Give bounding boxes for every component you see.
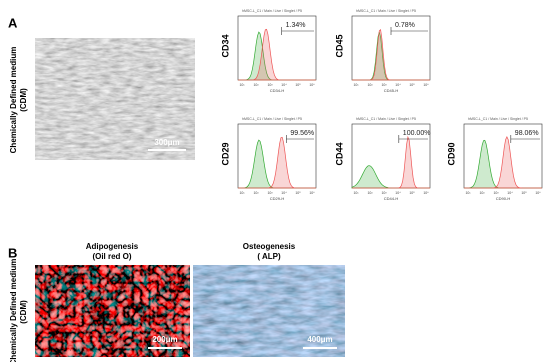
panel-label: A (8, 15, 18, 30)
x-tick-label: 10⁶ (309, 191, 315, 195)
x-tick-label: 10⁵ (409, 191, 415, 195)
isotype-curve (352, 30, 430, 81)
side-label: Chemically Defined medium (9, 47, 18, 154)
marker-label: CD29 (220, 142, 230, 165)
histograms: hMSC-L_C1 / Main / Live / Singlet / P5 1.… (220, 9, 543, 201)
x-tick-label: 10² (253, 191, 259, 195)
image-title: Osteogenesis (243, 242, 296, 251)
marker-label: CD34 (220, 34, 230, 57)
x-tick-label: 10² (479, 191, 485, 195)
histogram: hMSC-L_C1 / Main / Live / Singlet / P5 98… (446, 117, 543, 201)
histogram: hMSC-L_C1 / Main / Live / Singlet / P5 0.… (334, 9, 431, 93)
x-tick-label: 10² (367, 191, 373, 195)
x-tick-label: 10⁴ (395, 191, 401, 195)
image-title: Adipogenesis (86, 242, 139, 251)
x-tick-label: 10⁵ (521, 191, 527, 195)
x-tick-label: 10³ (381, 83, 387, 87)
gate-percent: 98.06% (515, 130, 539, 137)
adipogenesis-image (35, 265, 190, 357)
stain-curve (464, 135, 542, 189)
microscopy-image (35, 38, 195, 160)
histogram: hMSC-L_C1 / Main / Live / Singlet / P5 99… (220, 117, 317, 201)
gate-percent: 100.00% (403, 130, 431, 137)
x-tick-label: 10³ (381, 191, 387, 195)
marker-label: CD45 (334, 34, 344, 57)
x-tick-label: 10² (253, 83, 259, 87)
panel-label: B (8, 245, 17, 260)
histogram: hMSC-L_C1 / Main / Live / Singlet / P5 10… (334, 117, 430, 201)
isotype-curve (351, 165, 430, 189)
x-tick-label: 10⁵ (295, 191, 301, 195)
gate-header: hMSC-L_C1 / Main / Live / Singlet / P5 (356, 9, 416, 13)
x-tick-label: 10⁶ (535, 191, 541, 195)
scale-bar-label: 200μm (152, 335, 177, 344)
gate-header: hMSC-L_C1 / Main / Live / Singlet / P5 (242, 9, 302, 13)
x-tick-label: 10⁵ (409, 83, 415, 87)
stain-curve (352, 135, 430, 189)
stain-curve (238, 28, 316, 81)
x-tick-label: 10⁴ (507, 191, 513, 195)
image-title: ( ALP) (257, 252, 281, 261)
marker-label: CD90 (446, 142, 456, 165)
plot-frame (351, 15, 431, 81)
stain-curve (352, 29, 430, 81)
x-tick-label: 10⁴ (395, 83, 401, 87)
gate-header: hMSC-L_C1 / Main / Live / Singlet / P5 (468, 117, 528, 121)
x-tick-label: 10⁶ (423, 83, 429, 87)
x-tick-label: 10³ (267, 191, 273, 195)
scale-bar-label: 400μm (307, 335, 332, 344)
gate-header: hMSC-L_C1 / Main / Live / Singlet / P5 (356, 117, 416, 121)
x-axis-label: CD45-H (384, 88, 399, 93)
gate-header: hMSC-L_C1 / Main / Live / Singlet / P5 (242, 117, 302, 121)
x-tick-label: 10⁵ (295, 83, 301, 87)
osteogenesis-image (193, 265, 345, 357)
x-tick-label: 10² (367, 83, 373, 87)
x-axis-label: CD44-H (384, 196, 399, 201)
x-axis-label: CD90-H (496, 196, 511, 201)
x-tick-label: 10¹ (353, 191, 359, 195)
scale-bar-label: 300μm (154, 138, 179, 147)
x-axis-label: CD29-H (270, 196, 285, 201)
x-tick-label: 10¹ (239, 191, 245, 195)
x-tick-label: 10¹ (353, 83, 359, 87)
gate-percent: 99.56% (290, 130, 314, 137)
side-label: Chemically Defined medium (9, 259, 18, 362)
gate-percent: 0.78% (395, 22, 415, 29)
x-tick-label: 10³ (493, 191, 499, 195)
marker-label: CD44 (334, 142, 344, 165)
x-tick-label: 10⁴ (281, 83, 287, 87)
stain-curve (238, 136, 316, 189)
x-tick-label: 10⁴ (281, 191, 287, 195)
gate-percent: 1.34% (286, 22, 306, 29)
side-label: (CDM) (19, 300, 28, 324)
side-label: (CDM) (19, 88, 28, 112)
x-tick-label: 10¹ (465, 191, 471, 195)
isotype-curve (238, 31, 316, 81)
image-title: (Oil red O) (92, 252, 131, 261)
x-tick-label: 10¹ (239, 83, 245, 87)
x-axis-label: CD34-H (270, 88, 285, 93)
x-tick-label: 10⁶ (423, 191, 429, 195)
x-tick-label: 10³ (267, 83, 273, 87)
histogram: hMSC-L_C1 / Main / Live / Singlet / P5 1.… (220, 9, 317, 93)
x-tick-label: 10⁶ (309, 83, 315, 87)
